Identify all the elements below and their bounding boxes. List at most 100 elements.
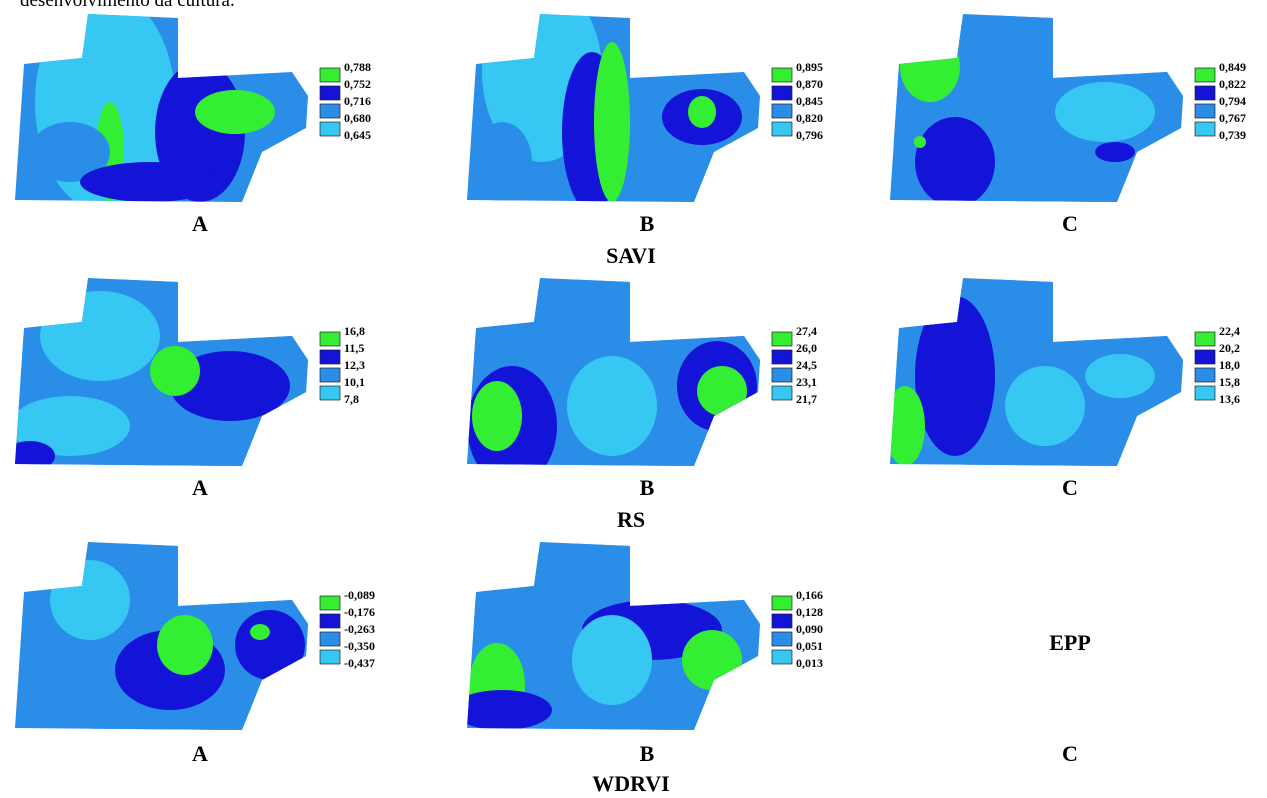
legend-label: 0,166 (796, 588, 823, 602)
map-zone (1005, 366, 1085, 446)
legend-label: 7,8 (344, 392, 359, 406)
legend-label: 0,090 (796, 622, 823, 636)
legend-label: 0,739 (1219, 128, 1246, 142)
legend-swatch (320, 596, 340, 610)
legend-label: 0,822 (1219, 77, 1246, 91)
map-fill (462, 0, 762, 212)
legend-swatch (320, 632, 340, 646)
map-fill (462, 276, 762, 486)
legend-label: 24,5 (796, 358, 817, 372)
legend-swatch (320, 614, 340, 628)
map-zone (914, 136, 926, 148)
legend-swatch (772, 350, 792, 364)
map-zone (472, 381, 522, 451)
legend-swatch (320, 350, 340, 364)
map-zone (50, 560, 130, 640)
map-zone (5, 441, 55, 471)
legend-label: 18,0 (1219, 358, 1240, 372)
legend-label: 0,680 (344, 111, 371, 125)
panel-label: A (192, 741, 208, 766)
legend-label: 10,1 (344, 375, 365, 389)
legend-swatch (772, 68, 792, 82)
legend-swatch (1195, 122, 1215, 136)
row-title: RS (617, 507, 645, 532)
legend-label: 0,767 (1219, 111, 1246, 125)
legend-label: 0,645 (344, 128, 371, 142)
map-zone (157, 615, 213, 675)
map-zone (150, 346, 200, 396)
caption-fragment: desenvolvimento da cultura. (20, 0, 235, 11)
legend-label: 26,0 (796, 341, 817, 355)
legend-label: 11,5 (344, 341, 364, 355)
legend-swatch (772, 596, 792, 610)
legend-label: 21,7 (796, 392, 817, 406)
map-fill (885, 12, 1185, 212)
legend-swatch (772, 332, 792, 346)
panel-label: B (640, 741, 655, 766)
panel-label: C (1062, 475, 1078, 500)
legend-swatch (1195, 104, 1215, 118)
panel-label: C (1062, 211, 1078, 236)
map-zone (1055, 82, 1155, 142)
legend-label: 0,845 (796, 94, 823, 108)
legend-label: 15,8 (1219, 375, 1240, 389)
legend-label: -0,437 (344, 656, 375, 670)
map (10, 540, 310, 740)
map-zone (250, 624, 270, 640)
map-zone (1055, 296, 1115, 336)
legend-label: 0,788 (344, 60, 371, 74)
panel-label: C (1062, 741, 1078, 766)
map-zone (40, 291, 160, 381)
panel-label: A (192, 211, 208, 236)
panel-label: B (640, 475, 655, 500)
map-zone (472, 122, 532, 202)
map-fill (5, 276, 310, 476)
legend-swatch (320, 68, 340, 82)
map-zone (682, 630, 742, 690)
map (462, 0, 762, 212)
map-zone (235, 610, 305, 680)
map-zone (900, 32, 960, 102)
legend-label: 0,752 (344, 77, 371, 91)
legend-label: 22,4 (1219, 324, 1240, 338)
map-zone (697, 366, 747, 416)
row-title: WDRVI (592, 771, 669, 796)
legend-label: 0,820 (796, 111, 823, 125)
legend-label: 12,3 (344, 358, 365, 372)
legend-label: 0,794 (1219, 94, 1246, 108)
legend-label: 0,013 (796, 656, 823, 670)
map-fill (10, 0, 310, 212)
map-fill (885, 276, 1185, 476)
legend-label: -0,350 (344, 639, 375, 653)
panel-label: A (192, 475, 208, 500)
map-zone (195, 90, 275, 134)
legend-label: -0,263 (344, 622, 375, 636)
legend-swatch (1195, 386, 1215, 400)
legend-swatch (772, 632, 792, 646)
legend-swatch (1195, 86, 1215, 100)
legend-swatch (772, 368, 792, 382)
legend-swatch (320, 368, 340, 382)
legend-label: 0,051 (796, 639, 823, 653)
map-fill (452, 540, 762, 740)
legend-swatch (1195, 350, 1215, 364)
map (885, 12, 1185, 212)
legend-label: 0,796 (796, 128, 823, 142)
legend-label: 27,4 (796, 324, 817, 338)
legend-swatch (772, 650, 792, 664)
legend-swatch (320, 122, 340, 136)
legend-label: 0,716 (344, 94, 371, 108)
legend-label: 0,895 (796, 60, 823, 74)
map-zone (80, 162, 220, 202)
legend-swatch (772, 386, 792, 400)
map (462, 276, 762, 486)
map-zone (915, 117, 995, 207)
legend-label: 0,870 (796, 77, 823, 91)
legend-label: -0,089 (344, 588, 375, 602)
legend-swatch (772, 86, 792, 100)
legend-label: 23,1 (796, 375, 817, 389)
legend-swatch (1195, 68, 1215, 82)
map-zone (594, 42, 630, 202)
legend-label: 0,849 (1219, 60, 1246, 74)
legend-label: -0,176 (344, 605, 375, 619)
